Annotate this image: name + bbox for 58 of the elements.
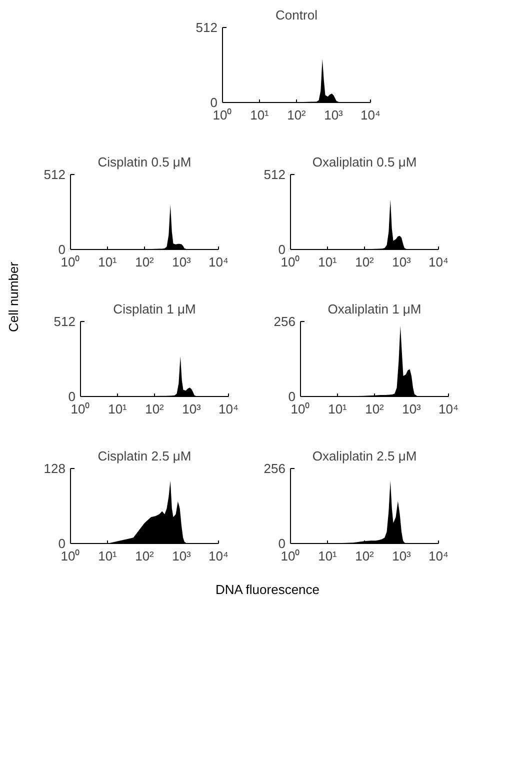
x-tick-label: 10² <box>135 254 155 270</box>
x-tick-label: 10² <box>355 254 375 270</box>
x-tick-label: 10³ <box>392 548 412 564</box>
x-tick-label: 10⁰ <box>280 254 300 270</box>
chart-title: Oxaliplatin 2.5 μM <box>312 448 417 464</box>
x-tick-label: 10¹ <box>98 548 118 564</box>
chart-title: Oxaliplatin 1 μM <box>328 302 422 316</box>
x-tick-label: 10¹ <box>250 108 270 122</box>
x-tick-label: 10¹ <box>318 254 338 270</box>
x-tick-label: 10³ <box>392 254 412 270</box>
x-tick-label: 10⁰ <box>280 548 300 564</box>
x-tick-label: 10³ <box>182 402 202 416</box>
x-tick-label: 10³ <box>402 402 422 416</box>
y-tick-label: 0 <box>210 95 218 110</box>
x-tick-label: 10² <box>287 108 307 122</box>
x-tick-label: 10⁴ <box>428 254 449 270</box>
y-tick-label: 128 <box>44 461 66 476</box>
x-tick-label: 10¹ <box>328 402 348 416</box>
chart-title: Cisplatin 2.5 μM <box>98 448 192 464</box>
y-tick-label: 0 <box>278 242 286 257</box>
x-tick-label: 10¹ <box>108 402 128 416</box>
x-tick-label: 10¹ <box>318 548 338 564</box>
x-tick-label: 10² <box>365 402 385 416</box>
x-tick-label: 10⁰ <box>70 402 90 416</box>
x-tick-label: 10³ <box>324 108 344 122</box>
x-tick-label: 10² <box>145 402 165 416</box>
y-axis-title: Cell number <box>5 261 22 332</box>
y-tick-label: 512 <box>196 20 218 35</box>
x-tick-label: 10⁰ <box>60 254 80 270</box>
x-tick-label: 10⁰ <box>290 402 310 416</box>
y-tick-label: 256 <box>274 314 296 329</box>
x-tick-label: 10³ <box>172 254 192 270</box>
chart-title: Oxaliplatin 0.5 μM <box>312 154 417 170</box>
chart-title: Control <box>276 8 318 22</box>
x-tick-label: 10³ <box>172 548 192 564</box>
y-tick-label: 0 <box>58 536 66 551</box>
chart-title: Cisplatin 1 μM <box>113 302 196 316</box>
y-tick-label: 0 <box>68 389 76 404</box>
chart-title: Cisplatin 0.5 μM <box>98 154 192 170</box>
x-axis-title: DNA fluorescence <box>215 581 320 599</box>
y-tick-label: 0 <box>58 242 66 257</box>
x-tick-label: 10⁴ <box>428 548 449 564</box>
x-tick-label: 10⁴ <box>438 402 459 416</box>
x-tick-label: 10⁰ <box>60 548 80 564</box>
x-tick-label: 10⁴ <box>218 402 239 416</box>
y-tick-label: 512 <box>264 167 286 182</box>
y-tick-label: 512 <box>44 167 66 182</box>
x-tick-label: 10¹ <box>98 254 118 270</box>
y-tick-label: 512 <box>54 314 76 329</box>
x-tick-label: 10⁴ <box>208 548 229 564</box>
x-tick-label: 10⁴ <box>208 254 229 270</box>
y-tick-label: 0 <box>288 389 296 404</box>
x-tick-label: 10⁰ <box>212 108 232 122</box>
x-tick-label: 10⁴ <box>360 108 381 122</box>
y-tick-label: 256 <box>264 461 286 476</box>
y-tick-label: 0 <box>278 536 286 551</box>
x-tick-label: 10² <box>355 548 375 564</box>
x-tick-label: 10² <box>135 548 155 564</box>
